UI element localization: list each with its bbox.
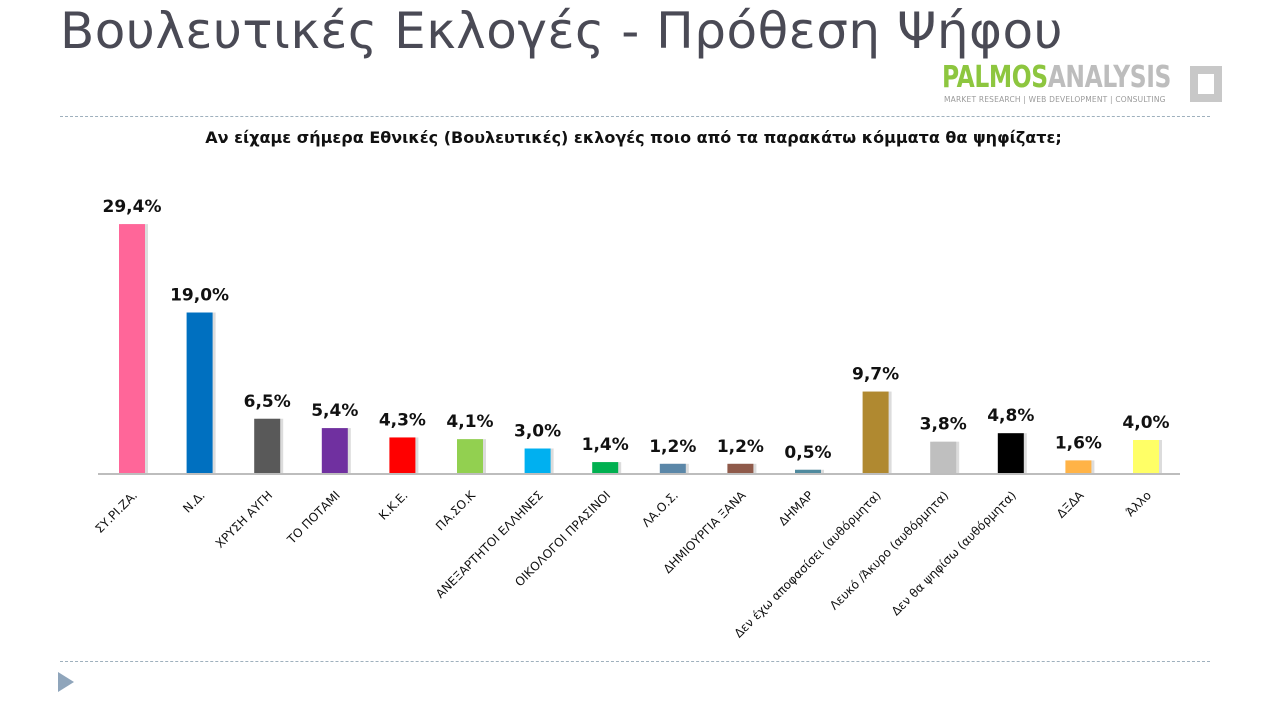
- logo-name-part1: PALMOS: [942, 60, 1048, 95]
- category-label: Δεν θα ψηφίσω (αυθόρμητα): [889, 488, 1019, 618]
- bar: [659, 463, 686, 474]
- category-label: Ν.Δ.: [180, 488, 207, 515]
- category-label: ΣΥ.ΡΙ.ΖΑ.: [92, 488, 140, 536]
- category-label: ΠΑ.ΣΟ.Κ: [433, 487, 479, 533]
- bar: [321, 428, 348, 474]
- bar: [862, 391, 889, 474]
- category-label: Κ.Κ.Ε.: [376, 488, 410, 522]
- data-label: 4,1%: [446, 412, 493, 432]
- data-label: 9,7%: [852, 365, 899, 385]
- data-label: 3,8%: [920, 415, 967, 435]
- next-slide-arrow-icon[interactable]: [58, 672, 74, 692]
- bar: [119, 224, 145, 474]
- category-label: Άλλο: [1123, 488, 1154, 519]
- bar: [389, 437, 416, 474]
- data-label: 1,6%: [1055, 433, 1102, 453]
- category-label: ΑΝΕΞΑΡΤΗΤΟΙ ΕΛΛΗΝΕΣ: [433, 488, 546, 601]
- category-label: Λευκό /Άκυρο (αυθόρμητα): [827, 488, 951, 612]
- category-label: ΛΑ.Ο.Σ.: [639, 488, 681, 530]
- data-label: 4,3%: [379, 410, 426, 430]
- chart-title: Αν είχαμε σήμερα Εθνικές (Βουλευτικές) ε…: [205, 128, 1062, 147]
- data-label: 1,2%: [717, 437, 764, 457]
- bar: [1133, 440, 1159, 474]
- category-label: ΤΟ ΠΟΤΑΜΙ: [284, 488, 343, 547]
- logo-square-icon: [1190, 66, 1222, 102]
- data-label: 4,8%: [987, 406, 1034, 426]
- top-divider: [60, 116, 1210, 117]
- data-label: 3,0%: [514, 422, 561, 442]
- data-label: 5,4%: [311, 401, 358, 421]
- bar: [727, 463, 754, 474]
- company-logo: PALMOSANALYSIS MARKET RESEARCH | WEB DEV…: [942, 60, 1232, 110]
- bottom-divider: [60, 661, 1210, 662]
- category-label: Δεν έχω αποφασίσει (αυθόρμητα): [731, 488, 883, 640]
- bar: [254, 418, 281, 474]
- logo-name-part2: ANALYSIS: [1047, 60, 1172, 95]
- bar: [930, 441, 957, 474]
- bar: [457, 439, 483, 474]
- logo-tagline: MARKET RESEARCH | WEB DEVELOPMENT | CONS…: [944, 95, 1166, 104]
- logo-wordmark: PALMOSANALYSIS: [942, 60, 1171, 95]
- data-label: 1,4%: [582, 435, 629, 455]
- category-label: ΔΗΜΑΡ: [776, 488, 816, 528]
- bar: [795, 469, 821, 474]
- category-label: ΧΡΥΣΗ ΑΥΓΗ: [213, 488, 276, 551]
- data-label: 19,0%: [170, 286, 229, 306]
- bar: [186, 312, 213, 474]
- data-label: 4,0%: [1122, 413, 1169, 433]
- bar: [1065, 460, 1092, 474]
- category-label: ΔΞΔΑ: [1054, 488, 1087, 521]
- data-label: 0,5%: [784, 443, 831, 463]
- data-label: 6,5%: [244, 392, 291, 412]
- bar: [997, 433, 1024, 474]
- bar: [592, 462, 619, 474]
- bar: [524, 448, 551, 474]
- data-label: 1,2%: [649, 437, 696, 457]
- data-label: 29,4%: [103, 197, 162, 217]
- slide-title: Βουλευτικές Εκλογές - Πρόθεση Ψήφου: [60, 2, 1064, 60]
